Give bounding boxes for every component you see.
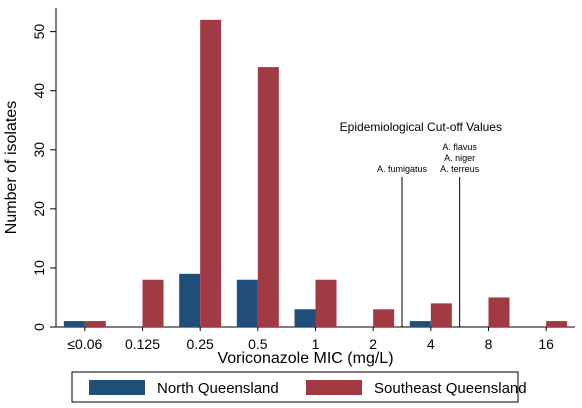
legend-swatch-north-queensland bbox=[89, 380, 145, 395]
bar bbox=[84, 321, 106, 327]
y-tick-label: 30 bbox=[31, 142, 47, 158]
bar bbox=[294, 309, 316, 327]
bars bbox=[63, 19, 568, 328]
bar bbox=[63, 321, 85, 327]
y-tick-label: 10 bbox=[31, 260, 47, 276]
ecv-annotations: Epidemiological Cut-off Values A. fumiga… bbox=[340, 120, 502, 327]
bar bbox=[257, 67, 279, 328]
x-axis: ≤0.06 0.125 0.25 0.5 1 2 4 8 16 bbox=[56, 326, 575, 352]
bar bbox=[200, 19, 222, 327]
ecv-label: A. flavus bbox=[442, 142, 477, 152]
bar bbox=[373, 309, 395, 327]
legend-label-north-queensland: North Queensland bbox=[157, 380, 279, 397]
x-tick-label: 8 bbox=[485, 336, 493, 352]
bar bbox=[546, 321, 568, 327]
x-tick-label: 0.125 bbox=[125, 336, 160, 352]
x-tick-label: 1 bbox=[312, 336, 320, 352]
ecv-label: A. fumigatus bbox=[377, 164, 428, 174]
legend-box bbox=[71, 371, 519, 403]
y-axis: 0 10 20 30 40 50 bbox=[31, 8, 57, 331]
x-tick-label: 4 bbox=[427, 336, 435, 352]
y-tick-label: 50 bbox=[31, 24, 47, 40]
y-tick-label: 40 bbox=[31, 83, 47, 99]
y-tick-label: 20 bbox=[31, 201, 47, 217]
legend: North Queensland Southeast Queensland bbox=[71, 371, 527, 403]
bar bbox=[315, 279, 337, 327]
bar bbox=[409, 321, 431, 327]
x-tick-label: 0.25 bbox=[187, 336, 214, 352]
x-tick-label: ≤0.06 bbox=[67, 336, 102, 352]
series-southeast-queensland bbox=[84, 19, 568, 328]
legend-swatch-southeast-queensland bbox=[306, 380, 362, 395]
bar bbox=[488, 297, 510, 327]
bar bbox=[236, 279, 258, 327]
x-tick-label: 2 bbox=[369, 336, 377, 352]
x-tick-label: 0.5 bbox=[248, 336, 268, 352]
x-axis-title: Voriconazole MIC (mg/L) bbox=[217, 350, 393, 367]
ecv-label: A. terreus bbox=[440, 164, 480, 174]
ecv-heading: Epidemiological Cut-off Values bbox=[340, 120, 502, 134]
y-axis-title: Number of isolates bbox=[3, 101, 20, 234]
legend-label-southeast-queensland: Southeast Queensland bbox=[374, 380, 527, 397]
series-north-queensland bbox=[63, 273, 431, 327]
bar bbox=[430, 303, 452, 327]
bar bbox=[179, 273, 201, 327]
y-tick-label: 0 bbox=[31, 323, 47, 331]
bar bbox=[142, 279, 164, 327]
x-tick-label: 16 bbox=[538, 336, 554, 352]
ecv-label: A. niger bbox=[444, 153, 475, 163]
